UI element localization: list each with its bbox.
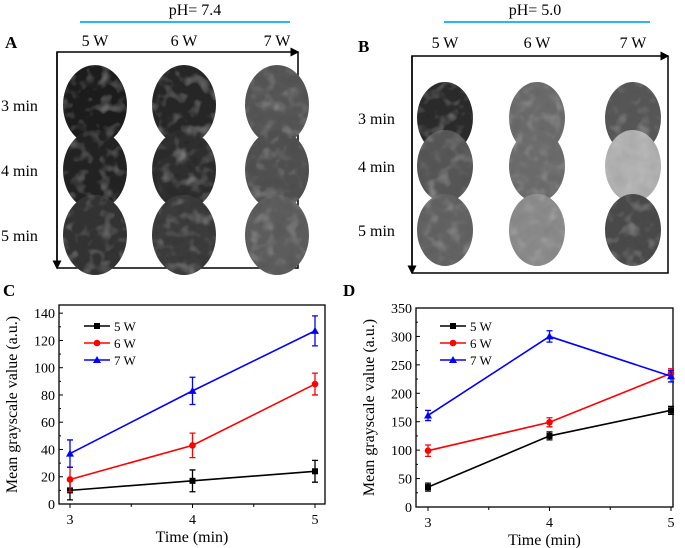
x-tick-label: 4 (546, 516, 553, 531)
y-tick-label: 120 (34, 334, 55, 349)
data-point (189, 442, 196, 449)
y-tick-label: 80 (41, 389, 55, 404)
panel-letter: B (358, 37, 369, 56)
legend-marker (449, 356, 457, 363)
sample-image (245, 130, 309, 210)
legend-label: 5 W (470, 319, 493, 334)
sample-image (509, 194, 565, 266)
sample-image (63, 195, 127, 275)
sample-image (152, 130, 216, 210)
data-point (66, 449, 74, 457)
y-tick-label: 0 (48, 498, 55, 513)
data-point (188, 386, 197, 394)
panel-letter: D (343, 281, 355, 300)
series-line-7w (427, 335, 672, 417)
legend-marker (94, 323, 100, 329)
x-tick-label: 4 (189, 513, 196, 528)
plot-frame (415, 307, 674, 508)
data-point (668, 407, 674, 414)
y-tick-label: 50 (398, 473, 412, 488)
panel-letter: C (3, 281, 15, 300)
panel-b: BpH= 5.0 5 W 6 W 7 W 3 min 4 min 5 min (358, 2, 670, 275)
data-point (667, 372, 675, 380)
x-tick-label: 3 (67, 513, 74, 528)
row-label: 5 min (1, 228, 38, 245)
data-point (425, 484, 431, 491)
y-tick-label: 300 (391, 330, 412, 345)
column-label: 5 W (82, 33, 110, 50)
row-label: 5 min (358, 223, 395, 240)
data-point (312, 468, 318, 475)
chart-d: D 0 50 100 150 200 250 300 350 3 4 5 Time (min) Mean … (343, 281, 675, 548)
sample-image (417, 194, 473, 266)
y-tick-label: 60 (41, 416, 55, 431)
sample-image (152, 195, 216, 275)
legend-label: 7 W (114, 353, 137, 368)
ph-label: pH= 7.4 (169, 2, 222, 19)
legend-marker (93, 356, 101, 363)
y-tick-label: 200 (391, 387, 412, 402)
sample-image (152, 65, 216, 145)
column-label: 7 W (264, 33, 292, 50)
sample-image (417, 130, 473, 202)
data-point (311, 380, 319, 388)
y-axis-label: Mean grayscale value (a.u.) (361, 319, 378, 496)
column-label: 5 W (432, 35, 460, 52)
sample-image (63, 130, 127, 210)
x-tick-label: 3 (425, 516, 432, 531)
sample-image (605, 130, 661, 202)
data-point (424, 447, 432, 455)
row-label: 3 min (358, 111, 395, 128)
data-point (189, 477, 196, 484)
sample-image (509, 130, 565, 202)
chart-c: C 0 20 40 60 80 100 120 140 3 4 5 Time (min) Mean gra… (3, 281, 326, 546)
legend-label: 6 W (470, 336, 493, 351)
legend-label: 6 W (114, 336, 137, 351)
y-tick-label: 150 (391, 416, 412, 431)
row-label: 4 min (358, 159, 395, 176)
panel-letter: A (5, 33, 18, 52)
y-tick-label: 250 (391, 359, 412, 374)
ph-label: pH= 5.0 (509, 2, 562, 19)
row-label: 4 min (1, 163, 38, 180)
data-point (66, 476, 74, 483)
data-point (311, 326, 319, 334)
data-point (546, 432, 553, 439)
column-label: 6 W (171, 33, 199, 50)
sample-image (63, 65, 127, 145)
y-tick-label: 140 (34, 307, 55, 322)
y-tick-label: 40 (41, 443, 55, 458)
y-tick-label: 20 (41, 471, 55, 486)
data-point (545, 332, 554, 340)
y-tick-label: 0 (405, 501, 412, 516)
column-label: 7 W (620, 35, 648, 52)
column-label: 6 W (524, 35, 552, 52)
x-axis-label: Time (min) (508, 532, 581, 548)
sample-image (245, 65, 309, 145)
frame (412, 56, 669, 274)
sample-image (605, 194, 661, 266)
panel-a: ApH= 7.4 5 W 6 W 7 W 3 min 4 min 5 min (1, 2, 309, 275)
x-tick-label: 5 (668, 516, 675, 531)
y-tick-label: 100 (391, 444, 412, 459)
x-tick-label: 5 (312, 513, 319, 528)
data-point (546, 418, 553, 426)
y-tick-label: 100 (34, 362, 55, 377)
y-axis-label: Mean grayscale value (a.u.) (4, 316, 21, 493)
legend-label: 5 W (114, 319, 137, 334)
legend-label: 7 W (470, 353, 493, 368)
legend-marker (450, 323, 456, 329)
sample-image (245, 195, 309, 275)
legend-marker (93, 339, 101, 347)
row-label: 3 min (1, 98, 38, 115)
legend-marker (449, 339, 457, 347)
data-point (424, 411, 432, 419)
x-axis-label: Time (min) (156, 529, 229, 546)
y-tick-label: 350 (391, 302, 412, 317)
